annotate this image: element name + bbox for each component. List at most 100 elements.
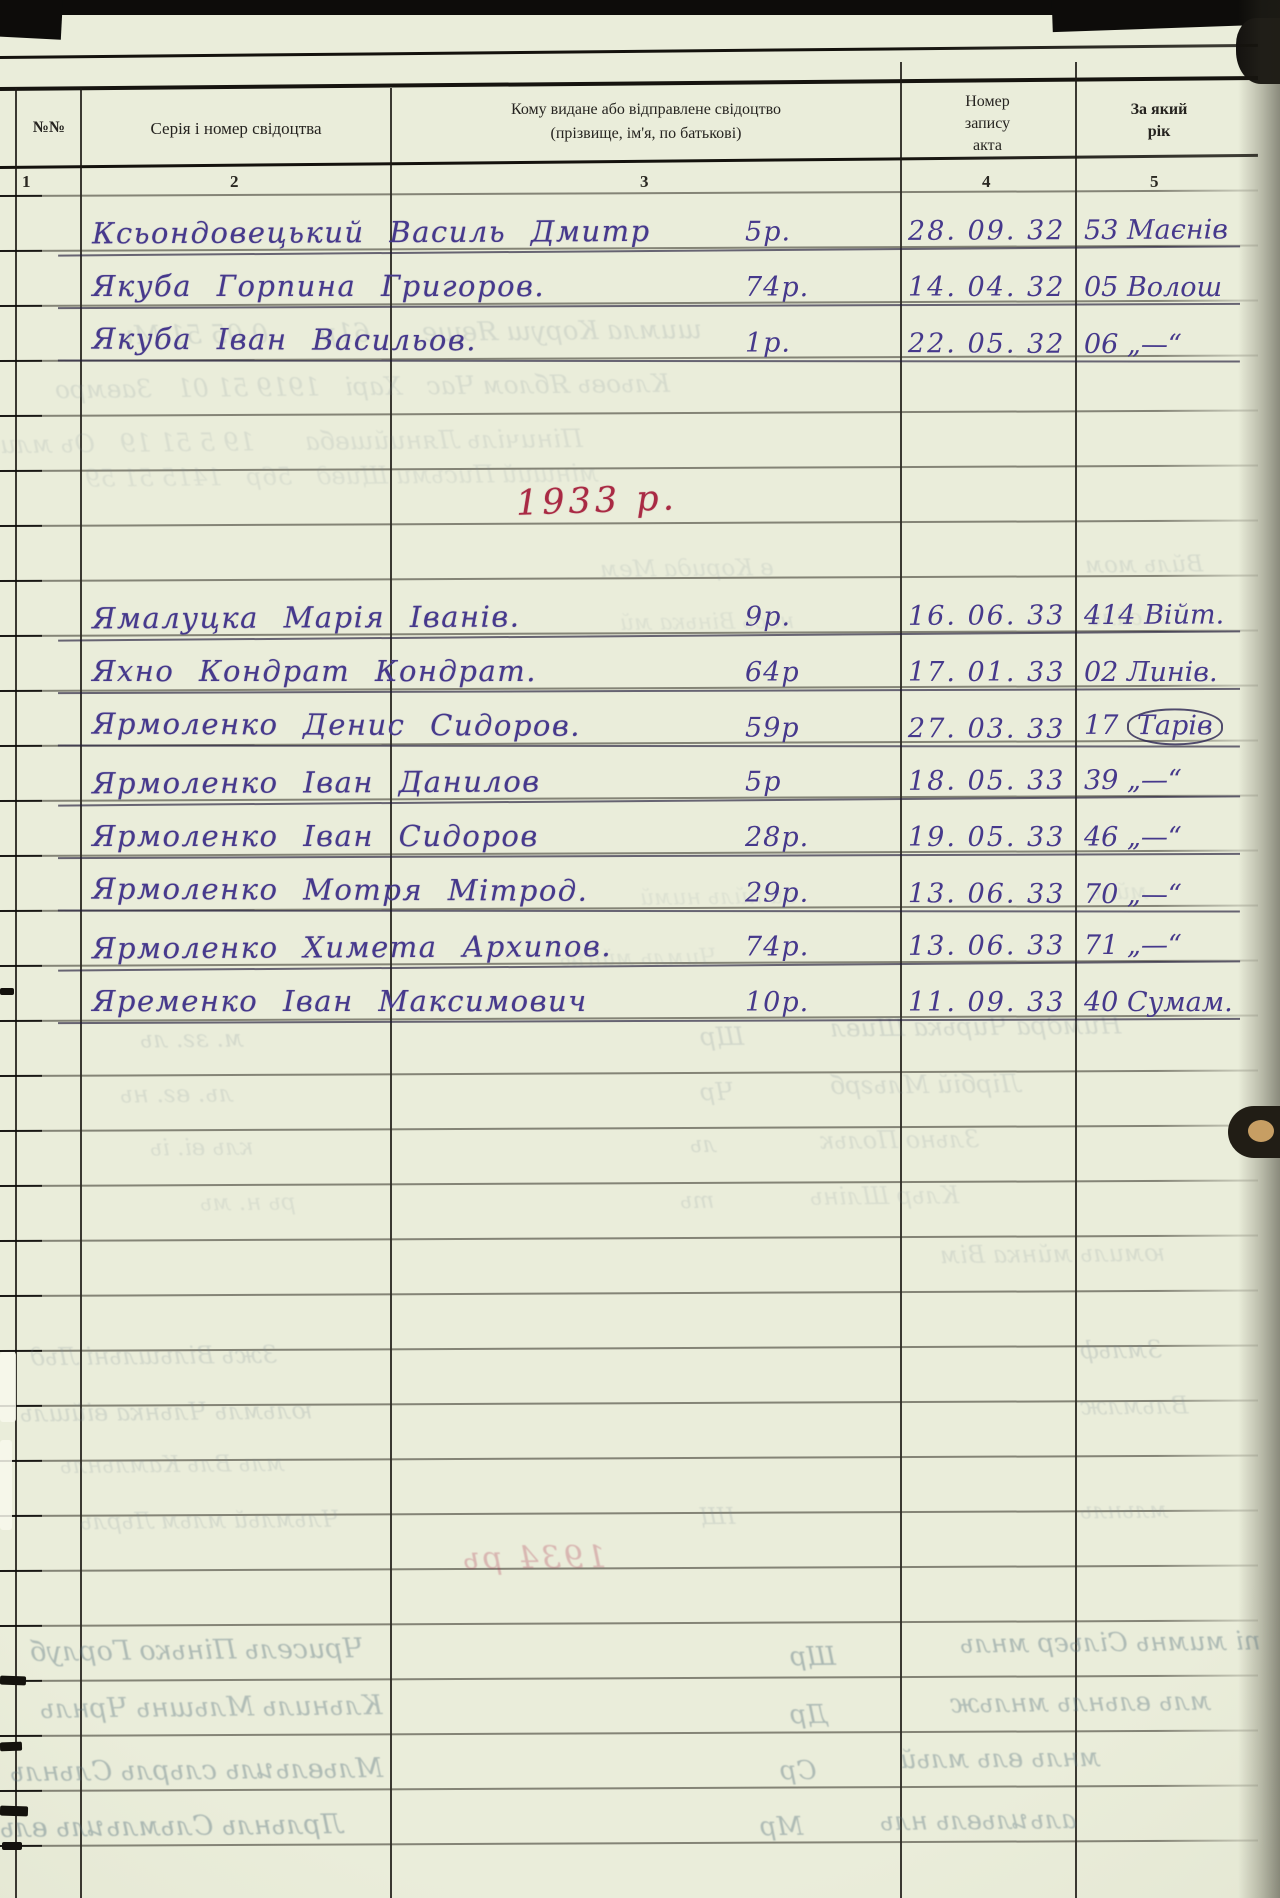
entry-name: Ярмоленко Іван Сидоров <box>92 819 539 853</box>
table-top-rule-thick <box>0 76 1258 91</box>
entry-record: 53 Маєнів <box>1083 214 1229 247</box>
page-tear-inner <box>1248 1120 1274 1142</box>
entry-act-date: 11. 09. 33 <box>908 987 1066 1018</box>
circled-record-word: Тарів <box>1126 708 1223 746</box>
entry-act-date: 16. 06. 33 <box>907 600 1066 632</box>
bleed-through-mark: рь н. мь <box>199 1189 297 1217</box>
entry-name: Якуба Іван Васильов. <box>91 321 478 358</box>
bleed-through-mark: Чльмльй мльм Льрль <box>79 1506 340 1536</box>
edge-torn-paper <box>0 1440 12 1530</box>
entry-name: Ксьондовецький Василь Дмитр <box>91 213 651 251</box>
bleed-through-mark: ІЩ <box>699 1503 736 1531</box>
entry-act-date: 18. 05. 33 <box>907 765 1066 797</box>
edge-torn-paper <box>0 1352 16 1422</box>
bleed-through-mark: Зжь Вільшльні Льд <box>29 1340 278 1372</box>
table-top-rule-thin <box>0 43 1258 59</box>
entry-age: 74р. <box>745 272 810 303</box>
entry-age: 9р. <box>744 601 792 633</box>
header-col-year-line2: рік <box>1147 123 1171 140</box>
bleed-through-mark: Змльф <box>1079 1335 1163 1365</box>
entry-name: Ярмоленко Химета Архипов. <box>91 929 613 966</box>
ruled-line <box>0 1839 1258 1847</box>
ruled-line <box>0 1399 1258 1407</box>
ruled-line <box>0 409 1258 417</box>
year-heading-1933: 1933 р. <box>515 478 679 524</box>
entry-record: 17 Тарів <box>1084 708 1280 746</box>
ruled-line <box>0 1454 1258 1462</box>
col-index-3: 3 <box>640 172 649 191</box>
bleed-through-mark: Щр <box>789 1641 837 1673</box>
entry-age: 5р <box>744 766 782 798</box>
entry-name: Ярмоленко Денис Сидоров. <box>91 706 582 743</box>
registry-entry: Ксьондовецький Василь Дмитр 5р. 28. 09. … <box>0 201 1280 253</box>
entry-age: 64р <box>745 657 800 688</box>
edge-ink-mark <box>0 1741 23 1752</box>
ruled-line <box>0 1344 1258 1352</box>
ruled-line <box>0 1619 1258 1627</box>
ruled-line <box>0 1564 1258 1572</box>
entry-name: Яременко Іван Максимович <box>92 984 588 1018</box>
entry-act-date: 22. 05. 32 <box>907 328 1066 360</box>
ruled-line <box>0 519 1258 527</box>
entry-record: 02 Линів. <box>1084 657 1218 688</box>
col-index-2: 2 <box>230 172 239 191</box>
bleed-through-mark: ть <box>679 1187 715 1215</box>
registry-entry: Ярмоленко Мотря Мітрод. 29р. 13. 06. 33 … <box>0 861 1280 913</box>
registry-entry: Яхно Кондрат Кондрат. 64р 17. 01. 33 02 … <box>0 644 1280 690</box>
bleed-through-mark: мль Вль Камльнль <box>59 1450 286 1480</box>
header-bottom-rule <box>0 153 1258 169</box>
bleed-through-mark: Вльмлж <box>1079 1391 1189 1421</box>
bleed-through-mark: ль <box>689 1131 718 1159</box>
ruled-line <box>0 464 1258 472</box>
entry-age: 5р. <box>744 216 792 248</box>
entry-name: Ярмоленко Іван Данилов <box>91 764 541 801</box>
entry-name: Ярмоленко Мотря Мітрод. <box>91 871 589 908</box>
bleed-through-mark: Кльр Шлінь <box>809 1181 960 1211</box>
scan-top-edge <box>0 0 1280 15</box>
ruled-line <box>0 1124 1258 1132</box>
entry-age: 59р <box>744 712 800 744</box>
registry-entry: Ярмоленко Іван Сидоров 28р. 19. 05. 33 4… <box>0 809 1280 855</box>
entry-record: 414 Війт. <box>1083 599 1225 632</box>
header-col-issued-to-line2: (прізвище, ім'я, по батькові) <box>550 125 742 142</box>
entry-name: Яхно Кондрат Кондрат. <box>92 654 537 688</box>
scan-top-left-corner <box>0 0 64 40</box>
bleed-through-mark: кль ві. іь <box>149 1134 254 1162</box>
entry-age: 10р. <box>745 987 810 1018</box>
entry-act-date: 13. 06. 33 <box>907 930 1066 962</box>
entry-record: 05 Волош <box>1084 272 1223 303</box>
bleed-through-mark: м. зг. ль <box>139 1024 245 1054</box>
entry-act-date: 19. 05. 33 <box>908 822 1066 853</box>
registry-entry: Ямалуцка Марія Іванів. 9р. 16. 06. 33 41… <box>0 586 1280 638</box>
bleed-through-mark: Лрльнль Сльмльนль вль <box>0 1809 344 1844</box>
header-col-act-number-line1: Номер <box>965 93 1010 110</box>
entry-record: 71 „—“ <box>1083 929 1182 962</box>
edge-ink-mark <box>0 988 14 995</box>
ruled-line <box>0 574 1258 582</box>
bleed-through-mark: Чр <box>699 1077 735 1107</box>
bleed-through-mark: Кльниль Мльшнь Чрнль <box>39 1690 383 1725</box>
bleed-through-mark: Ср <box>779 1755 817 1787</box>
entry-age: 29р. <box>744 877 810 909</box>
edge-ink-mark <box>0 1805 29 1817</box>
entry-record: 40 Сумам. <box>1084 987 1233 1018</box>
ruled-line <box>0 1179 1258 1187</box>
col-index-5: 5 <box>1150 172 1159 191</box>
bleed-through-mark: Щр <box>699 1021 745 1052</box>
entry-name: Ямалуцка Марія Іванів. <box>91 599 521 636</box>
registry-entry: Ярмоленко Іван Данилов 5р 18. 05. 33 39 … <box>0 751 1280 803</box>
bleed-through-mark: мль вльнль мнльж <box>949 1686 1212 1720</box>
entry-age: 1р. <box>744 327 792 359</box>
header-col-act-number-line2: запису <box>964 115 1011 132</box>
registry-entry: Якуба Іван Васильов. 1р. 22. 05. 32 06 „… <box>0 311 1280 363</box>
registry-entry: Якуба Горпина Григоров. 74р. 14. 04. 32 … <box>0 259 1280 305</box>
bleed-through-mark: юмиль мйнка Вім <box>939 1238 1166 1270</box>
bleed-through-red-year: 1934 рь <box>459 1539 607 1577</box>
bleed-through-mark: юльмль Чльнка війшль <box>19 1396 313 1428</box>
header-col-issued-to-line1: Кому видане або відправлене свідоцтво <box>510 101 782 118</box>
entry-record: 70 „—“ <box>1083 878 1182 911</box>
entry-age: 74р. <box>744 931 810 963</box>
ruled-line <box>0 1289 1258 1297</box>
header-col-year-line1: За який <box>1130 101 1188 118</box>
